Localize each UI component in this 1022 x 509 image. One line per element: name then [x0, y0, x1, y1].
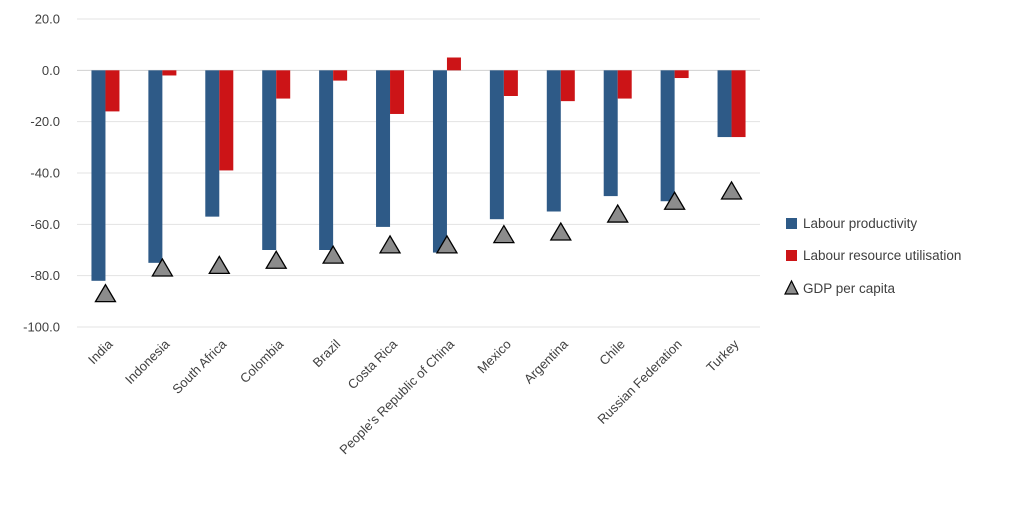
bar-labour-productivity-costa-rica — [376, 70, 391, 227]
x-tick-label-colombia: Colombia — [237, 336, 287, 386]
y-tick-label: -60.0 — [30, 217, 60, 232]
bar-labour-productivity-russian-federation — [660, 70, 675, 202]
legend-swatch-labour-resource-utilisation — [786, 250, 797, 261]
marker-gdp-per-capita-chile — [606, 203, 629, 223]
legend-label-labour-productivity: Labour productivity — [803, 216, 917, 231]
y-tick-label: 0.0 — [42, 63, 60, 78]
y-tick-label: 20.0 — [35, 12, 60, 27]
bar-labour-productivity-brazil — [319, 70, 334, 250]
x-tick-label-indonesia: Indonesia — [122, 336, 173, 387]
x-tick-label-turkey: Turkey — [703, 336, 742, 375]
x-tick-label-chile: Chile — [596, 337, 628, 369]
legend: Labour productivity Labour resource util… — [784, 216, 961, 296]
bar-labour-resource-utilisation-people-s-republic-of-china — [446, 57, 461, 71]
x-tick-label-india: India — [85, 336, 116, 367]
bar-labour-productivity-south-africa — [205, 70, 220, 217]
legend-swatch-labour-productivity — [786, 218, 797, 229]
x-tick-label-south-africa: South Africa — [169, 336, 230, 397]
x-tick-label-mexico: Mexico — [474, 337, 514, 377]
gridlines — [77, 18, 760, 328]
x-tick-label-people-s-republic-of-china: People's Republic of China — [336, 336, 457, 457]
marker-gdp-per-capita-turkey — [720, 180, 743, 200]
bar-labour-productivity-people-s-republic-of-china — [432, 70, 447, 253]
bar-labour-resource-utilisation-costa-rica — [390, 70, 405, 114]
marker-gdp-per-capita-south-africa — [208, 255, 231, 275]
legend-label-gdp-per-capita: GDP per capita — [803, 281, 896, 296]
y-tick-label: -20.0 — [30, 114, 60, 129]
marker-gdp-per-capita-russian-federation — [663, 190, 686, 210]
bar-labour-productivity-argentina — [546, 70, 561, 212]
marker-gdp-per-capita-people-s-republic-of-china — [435, 234, 459, 254]
bar-labour-resource-utilisation-colombia — [276, 70, 291, 99]
bar-labour-productivity-mexico — [489, 70, 504, 220]
bar-labour-resource-utilisation-india — [105, 70, 120, 112]
bar-labour-resource-utilisation-chile — [617, 70, 632, 99]
bar-labour-productivity-turkey — [717, 70, 732, 138]
x-tick-label-argentina: Argentina — [521, 336, 572, 387]
bar-labour-resource-utilisation-brazil — [333, 70, 348, 81]
marker-gdp-per-capita-colombia — [265, 249, 288, 269]
bar-labour-resource-utilisation-argentina — [560, 70, 575, 102]
marker-gdp-per-capita-mexico — [492, 224, 516, 244]
gdp-markers — [94, 180, 743, 303]
bar-labour-productivity-indonesia — [148, 70, 163, 263]
bar-labour-resource-utilisation-indonesia — [162, 70, 177, 76]
x-tick-label-costa-rica: Costa Rica — [345, 336, 401, 392]
bar-labour-resource-utilisation-south-africa — [219, 70, 234, 171]
bars — [91, 57, 746, 281]
bar-labour-productivity-india — [91, 70, 106, 281]
marker-gdp-per-capita-india — [94, 283, 117, 303]
marker-gdp-per-capita-costa-rica — [378, 234, 402, 254]
bar-labour-resource-utilisation-mexico — [503, 70, 518, 96]
legend-label-labour-resource-utilisation: Labour resource utilisation — [803, 248, 961, 263]
x-tick-label-brazil: Brazil — [310, 336, 344, 370]
y-tick-label: -100.0 — [23, 320, 60, 335]
bar-labour-productivity-colombia — [262, 70, 277, 250]
y-tick-label: -40.0 — [30, 166, 60, 181]
bar-labour-resource-utilisation-russian-federation — [674, 70, 689, 79]
legend-swatch-gdp-per-capita — [784, 279, 799, 295]
marker-gdp-per-capita-argentina — [549, 221, 572, 241]
y-tick-label: -80.0 — [30, 268, 60, 283]
bar-labour-productivity-chile — [603, 70, 618, 197]
marker-gdp-per-capita-brazil — [321, 244, 345, 264]
bar-labour-resource-utilisation-turkey — [731, 70, 746, 138]
marker-gdp-per-capita-indonesia — [151, 257, 174, 277]
y-axis-ticks: 20.0 0.0 -20.0 -40.0 -60.0 -80.0 -100.0 — [23, 12, 60, 335]
